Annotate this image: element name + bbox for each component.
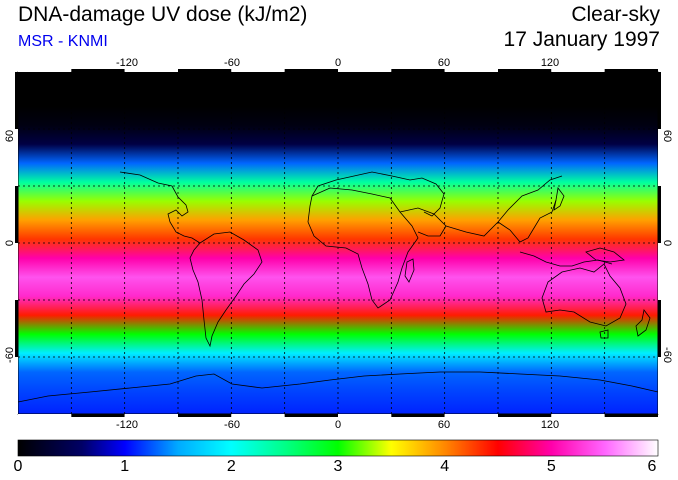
scale-bar-segment — [498, 69, 552, 72]
indochina-coast — [497, 199, 557, 243]
asia-coast — [445, 175, 563, 237]
sky-condition-label: Clear-sky — [571, 3, 660, 26]
lon-label: -120 — [116, 419, 138, 431]
lon-label: 60 — [438, 419, 450, 431]
new-guinea-coast — [585, 247, 625, 263]
scale-bar-segment — [658, 72, 661, 129]
scale-bar-segment — [71, 69, 125, 72]
scale-bar-segment — [15, 186, 18, 243]
colorbar-label: 4 — [440, 458, 450, 475]
scale-bar-segment — [284, 414, 338, 417]
lat-label: 60 — [4, 130, 16, 142]
scale-bar-segment — [15, 72, 18, 129]
lon-label: 60 — [438, 57, 450, 69]
lon-label: -120 — [116, 57, 138, 69]
scale-bar-segment — [71, 414, 125, 417]
colorbar-label: 3 — [333, 458, 343, 475]
scale-bar-segment — [18, 69, 72, 72]
scale-bar-segment — [231, 69, 285, 72]
lon-label: 120 — [541, 57, 559, 69]
lat-label: 0 — [4, 240, 16, 246]
scale-bar-segment — [124, 69, 178, 72]
scale-bar-segment — [15, 300, 18, 357]
scale-bar-segment — [338, 414, 392, 417]
scale-bar-segment — [391, 414, 445, 417]
indonesia-islands — [519, 251, 613, 267]
lon-label: 0 — [335, 419, 341, 431]
lon-label: -60 — [224, 419, 240, 431]
scale-bar-segment — [18, 414, 72, 417]
lon-labels-top: -120 -60 0 60 120 — [116, 57, 559, 69]
australia-coast — [541, 263, 627, 327]
colorbar-label: 5 — [546, 458, 556, 475]
colorbar-label: 0 — [13, 458, 23, 475]
coastlines — [18, 171, 658, 403]
madagascar-coast — [404, 258, 415, 283]
lon-label: -60 — [224, 57, 240, 69]
map-title: DNA-damage UV dose (kJ/m2) — [18, 3, 308, 26]
scale-bar-segment — [284, 69, 338, 72]
scale-bar-segment — [658, 300, 661, 357]
lat-labels-left: 60 0 -60 — [4, 130, 16, 363]
colorbar-label: 6 — [647, 458, 657, 475]
source-label: MSR - KNMI — [18, 33, 108, 50]
lat-label: -60 — [661, 347, 673, 363]
tasmania-coast — [599, 329, 609, 339]
lon-label: 120 — [541, 419, 559, 431]
scale-bar-segment — [391, 69, 445, 72]
north-america-coast — [119, 171, 201, 244]
scale-bar-segment — [444, 414, 498, 417]
lon-label: 0 — [335, 57, 341, 69]
lat-label: 60 — [661, 130, 673, 142]
scale-bar-segment — [444, 69, 498, 72]
scale-bar-segment — [658, 129, 661, 186]
colorbar-label: 2 — [226, 458, 236, 475]
scale-bar-segment — [658, 243, 661, 300]
scale-bar-segment — [231, 414, 285, 417]
scale-bar-segment — [178, 414, 232, 417]
scale-bar-segment — [15, 357, 18, 414]
antarctica-coast — [18, 371, 658, 403]
scale-bar-segment — [124, 414, 178, 417]
scale-bar-segment — [604, 69, 658, 72]
scale-bar-segment — [338, 69, 392, 72]
scale-bar-segment — [551, 69, 605, 72]
scale-bar-segment — [15, 129, 18, 186]
scale-bar-segment — [604, 414, 658, 417]
scale-bar-segment — [178, 69, 232, 72]
graticule — [18, 72, 658, 414]
scale-bar-segment — [551, 414, 605, 417]
japan-coast — [553, 187, 565, 211]
lat-label: -60 — [4, 347, 16, 363]
colorbar-label: 1 — [120, 458, 130, 475]
scale-bar-segment — [498, 414, 552, 417]
border-scale-bars — [15, 69, 661, 417]
new-zealand-coast — [635, 309, 651, 337]
colorbar — [17, 439, 659, 457]
scale-bar-segment — [15, 243, 18, 300]
lat-label: 0 — [661, 240, 673, 246]
lon-labels-bottom: -120 -60 0 60 120 — [116, 419, 559, 431]
lat-labels-right: 60 0 -60 — [661, 130, 673, 363]
scale-bar-segment — [658, 357, 661, 414]
europe-coast — [311, 171, 445, 217]
scale-bar-segment — [658, 186, 661, 243]
date-label: 17 January 1997 — [503, 28, 660, 51]
